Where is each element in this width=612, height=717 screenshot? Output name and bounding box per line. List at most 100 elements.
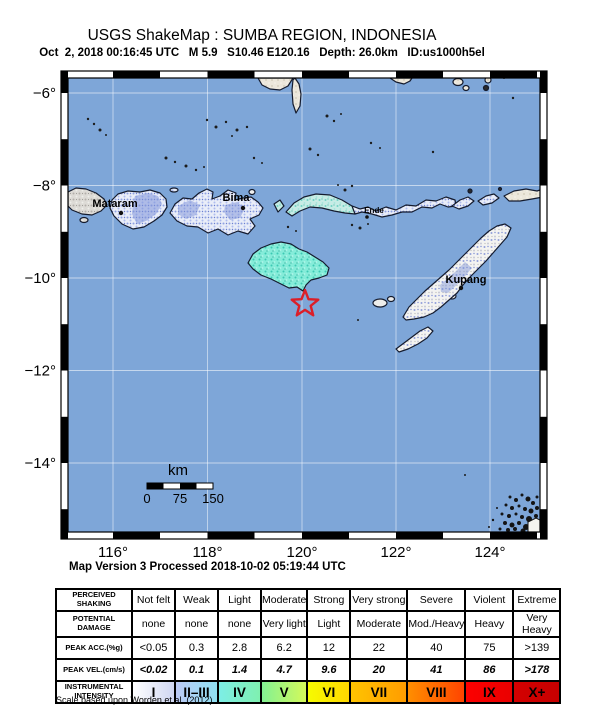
svg-text:−6°: −6° bbox=[33, 85, 56, 102]
svg-text:−8°: −8° bbox=[33, 178, 56, 195]
city-label-ende: Ende bbox=[364, 206, 384, 215]
legend-cell-shaking-8: Extreme bbox=[512, 588, 562, 612]
legend-rowhead-shaking: PERCEIVED SHAKING bbox=[55, 588, 133, 612]
island-timor bbox=[402, 223, 512, 321]
legend-cell-vel-1: 0.1 bbox=[174, 658, 219, 682]
legend-cell-acc-2: 2.8 bbox=[217, 636, 262, 660]
legend-cell-vel-0: <0.02 bbox=[131, 658, 176, 682]
legend-cell-intensity-3: V bbox=[259, 680, 309, 704]
map-frame bbox=[60, 70, 548, 540]
city-labels: Mataram Bima Ende Kupang bbox=[92, 192, 486, 286]
city-markers bbox=[118, 205, 464, 291]
svg-text:km: km bbox=[168, 462, 188, 479]
svg-text:−14°: −14° bbox=[25, 455, 56, 472]
svg-text:−10°: −10° bbox=[25, 270, 56, 287]
legend-cell-shaking-1: Weak bbox=[174, 588, 219, 612]
legend-row-acc: PEAK ACC.(%g) <0.05 0.3 2.8 6.2 12 22 40 75 >139 bbox=[55, 636, 562, 660]
legend-cell-acc-5: 22 bbox=[349, 636, 409, 660]
svg-text:124°: 124° bbox=[474, 544, 505, 561]
svg-text:116°: 116° bbox=[98, 544, 128, 561]
legend-cell-intensity-6: VIII bbox=[406, 680, 467, 704]
legend-cell-damage-2: none bbox=[217, 610, 262, 638]
svg-text:75: 75 bbox=[173, 491, 187, 506]
scale-credit: Scale based upon Worden et al. (2012) bbox=[56, 695, 213, 705]
legend-cell-intensity-5: VII bbox=[349, 680, 409, 704]
legend-row-shaking: PERCEIVED SHAKING Not felt Weak Light Moderat… bbox=[55, 588, 562, 612]
island-sumba bbox=[247, 241, 330, 292]
city-dot-bima bbox=[240, 205, 246, 211]
legend-cell-intensity-0: I bbox=[131, 680, 176, 704]
legend-cell-acc-8: >139 bbox=[512, 636, 562, 660]
legend-row-vel: PEAK VEL.(cm/s) <0.02 0.1 1.4 4.7 9.6 20 41 86 >1… bbox=[55, 658, 562, 682]
legend-cell-damage-6: Mod./Heavy bbox=[406, 610, 467, 638]
svg-text:118°: 118° bbox=[193, 544, 223, 561]
ocean bbox=[68, 78, 540, 532]
legend-row-intensity: INSTRUMENTAL INTENSITY I II–III IV V VI VII VIII… bbox=[55, 680, 562, 704]
legend-cell-intensity-1: II–III bbox=[174, 680, 219, 704]
city-dot-kupang bbox=[458, 285, 464, 291]
legend-cell-intensity-8: X+ bbox=[512, 680, 562, 704]
legend-cell-acc-7: 75 bbox=[464, 636, 515, 660]
city-dot-ende bbox=[365, 215, 369, 219]
city-label-bima: Bima bbox=[223, 192, 251, 204]
island-rote bbox=[395, 326, 434, 353]
legend-cell-vel-4: 9.6 bbox=[306, 658, 352, 682]
graticule bbox=[68, 78, 540, 532]
legend-cell-intensity-7: IX bbox=[464, 680, 515, 704]
intensity-legend-table: PERCEIVED SHAKING Not felt Weak Light Moderat… bbox=[55, 588, 562, 704]
svg-text:0: 0 bbox=[143, 491, 150, 506]
legend-cell-damage-0: none bbox=[131, 610, 176, 638]
legend-cell-damage-3: Very light bbox=[259, 610, 309, 638]
legend-body: PERCEIVED SHAKING Not felt Weak Light Moderat… bbox=[55, 588, 562, 704]
legend-rowhead-intensity: INSTRUMENTAL INTENSITY bbox=[55, 680, 133, 704]
legend-cell-acc-6: 40 bbox=[406, 636, 467, 660]
legend-cell-damage-1: none bbox=[174, 610, 219, 638]
legend-cell-damage-8: Very Heavy bbox=[512, 610, 562, 638]
legend-cell-shaking-2: Light bbox=[217, 588, 262, 612]
legend-cell-intensity-2: IV bbox=[217, 680, 262, 704]
legend-rowhead-acc: PEAK ACC.(%g) bbox=[55, 636, 133, 660]
city-dot-mataram bbox=[118, 210, 124, 216]
lon-axis: 116° 118° 120° 122° 124° bbox=[98, 544, 505, 561]
event-summary: Oct 2, 2018 00:16:45 UTC M 5.9 S10.46 E1… bbox=[39, 47, 485, 59]
svg-text:122°: 122° bbox=[380, 544, 411, 561]
island-bali bbox=[67, 187, 108, 216]
legend-row-damage: POTENTIAL DAMAGE none none none Very light Lig… bbox=[55, 610, 562, 638]
legend-cell-damage-5: Moderate bbox=[349, 610, 409, 638]
scale-bar: km 0 75 150 bbox=[143, 462, 223, 506]
legend-cell-damage-7: Heavy bbox=[464, 610, 515, 638]
legend-cell-vel-7: 86 bbox=[464, 658, 515, 682]
page-title: USGS ShakeMap : SUMBA REGION, INDONESIA bbox=[87, 27, 437, 44]
legend-cell-shaking-4: Strong bbox=[306, 588, 352, 612]
legend-cell-damage-4: Light bbox=[306, 610, 352, 638]
legend-cell-intensity-4: VI bbox=[306, 680, 352, 704]
legend-cell-shaking-0: Not felt bbox=[131, 588, 176, 612]
legend-cell-vel-3: 4.7 bbox=[259, 658, 309, 682]
lat-axis: −6° −8° −10° −12° −14° bbox=[25, 85, 56, 472]
legend-cell-acc-3: 6.2 bbox=[259, 636, 309, 660]
legend-cell-acc-0: <0.05 bbox=[131, 636, 176, 660]
island-sumbawa bbox=[169, 188, 264, 236]
svg-text:120°: 120° bbox=[286, 544, 317, 561]
islets bbox=[86, 75, 515, 476]
version-note: Map Version 3 Processed 2018-10-02 05:19… bbox=[69, 561, 346, 573]
legend-cell-shaking-6: Severe bbox=[406, 588, 467, 612]
legend-cell-vel-6: 41 bbox=[406, 658, 467, 682]
legend-cell-vel-5: 20 bbox=[349, 658, 409, 682]
epicenter-star-icon bbox=[290, 288, 320, 317]
legend-cell-acc-1: 0.3 bbox=[174, 636, 219, 660]
legend-cell-vel-2: 1.4 bbox=[217, 658, 262, 682]
legend-rowhead-damage: POTENTIAL DAMAGE bbox=[55, 610, 133, 638]
legend-cell-shaking-5: Very strong bbox=[349, 588, 409, 612]
legend-rowhead-vel: PEAK VEL.(cm/s) bbox=[55, 658, 133, 682]
svg-text:−12°: −12° bbox=[25, 363, 56, 380]
svg-text:150: 150 bbox=[202, 491, 224, 506]
legend-cell-shaking-3: Moderate bbox=[259, 588, 309, 612]
island-selayar bbox=[291, 77, 302, 114]
shake-map: Mataram Bima Ende Kupang −6° −8° bbox=[25, 70, 548, 573]
legend-cell-vel-8: >178 bbox=[512, 658, 562, 682]
island-savu bbox=[372, 298, 388, 308]
city-label-mataram: Mataram bbox=[92, 198, 137, 210]
city-label-kupang: Kupang bbox=[446, 274, 487, 286]
